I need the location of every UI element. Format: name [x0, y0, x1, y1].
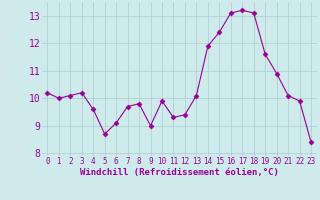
X-axis label: Windchill (Refroidissement éolien,°C): Windchill (Refroidissement éolien,°C) — [80, 168, 279, 177]
